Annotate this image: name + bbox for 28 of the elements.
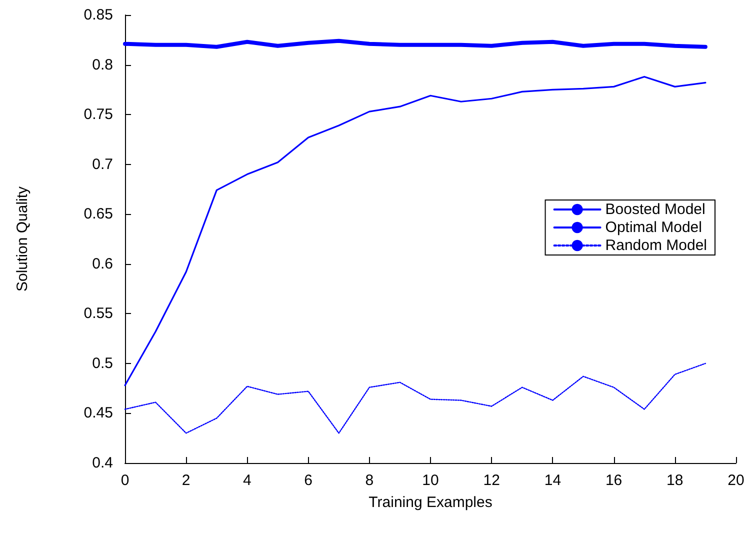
y-tick-label: 0.7 [92,156,113,173]
x-axis-title: Training Examples [368,494,492,511]
y-tick-label: 0.4 [92,454,113,472]
x-tick-label: 4 [243,472,252,489]
x-tick-label: 18 [666,472,684,489]
y-tick-label: 0.5 [92,354,113,372]
x-tick-label: 0 [120,472,130,489]
x-tick-label: 16 [605,472,622,489]
line-series [124,76,706,386]
x-tick-label: 12 [483,472,500,489]
x-tick-label: 8 [365,472,374,489]
legend-label: Random Model [605,237,707,254]
y-tick-label: 0.55 [84,305,113,322]
x-tick-label: 2 [182,472,190,489]
y-tick-label: 0.8 [92,56,113,74]
y-tick-label: 0.45 [84,404,113,422]
x-tick-label: 14 [544,472,562,489]
y-tick-label: 0.65 [84,206,113,223]
y-axis-title: Solution Quality [14,186,31,292]
y-tick-label: 0.6 [92,255,113,272]
x-tick-label: 10 [422,472,439,489]
y-tick-label: 0.85 [84,6,113,24]
y-tick-label: 0.75 [84,106,113,124]
legend-label: Optimal Model [605,219,702,236]
x-tick-label: 20 [728,472,744,489]
x-tick-label: 6 [304,472,312,489]
line-series [124,362,706,434]
legend-label: Boosted Model [605,201,706,218]
